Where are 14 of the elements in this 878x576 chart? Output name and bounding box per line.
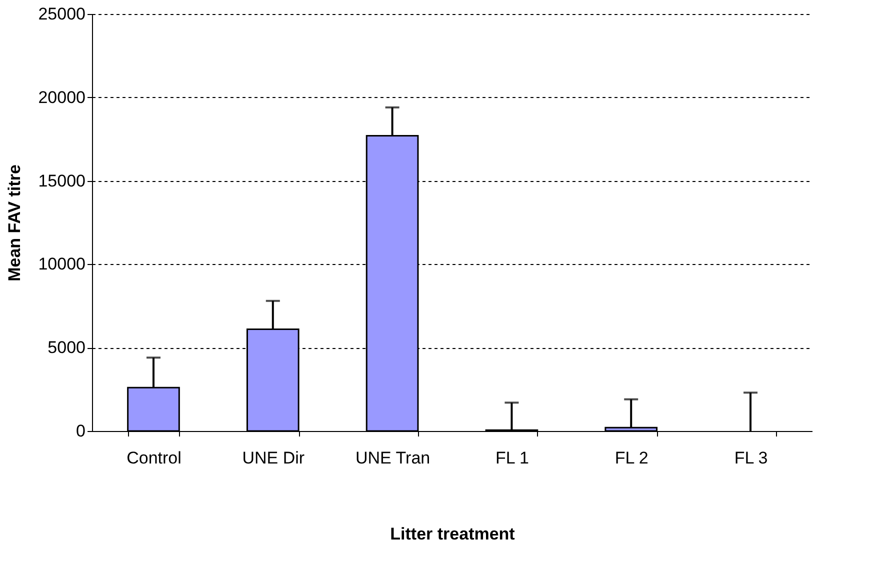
- y-axis-title: Mean FAV titre: [5, 164, 24, 282]
- y-tick-label: 25000: [38, 4, 86, 24]
- x-tick-label: UNE Dir: [242, 448, 305, 468]
- x-tick-label: Control: [126, 448, 182, 468]
- x-tick-label: FL 3: [734, 448, 768, 468]
- x-tick-label: UNE Tran: [355, 448, 430, 468]
- y-tick-label: 15000: [38, 171, 86, 190]
- y-tick-label: 20000: [38, 88, 86, 107]
- x-tick-label: FL 2: [614, 448, 648, 468]
- x-axis-title: Litter treatment: [390, 524, 516, 544]
- y-tick-label: 10000: [38, 254, 86, 274]
- y-tick-label: 0: [76, 422, 86, 440]
- y-tick-label: 5000: [48, 338, 86, 358]
- x-tick-label: FL 1: [496, 448, 529, 468]
